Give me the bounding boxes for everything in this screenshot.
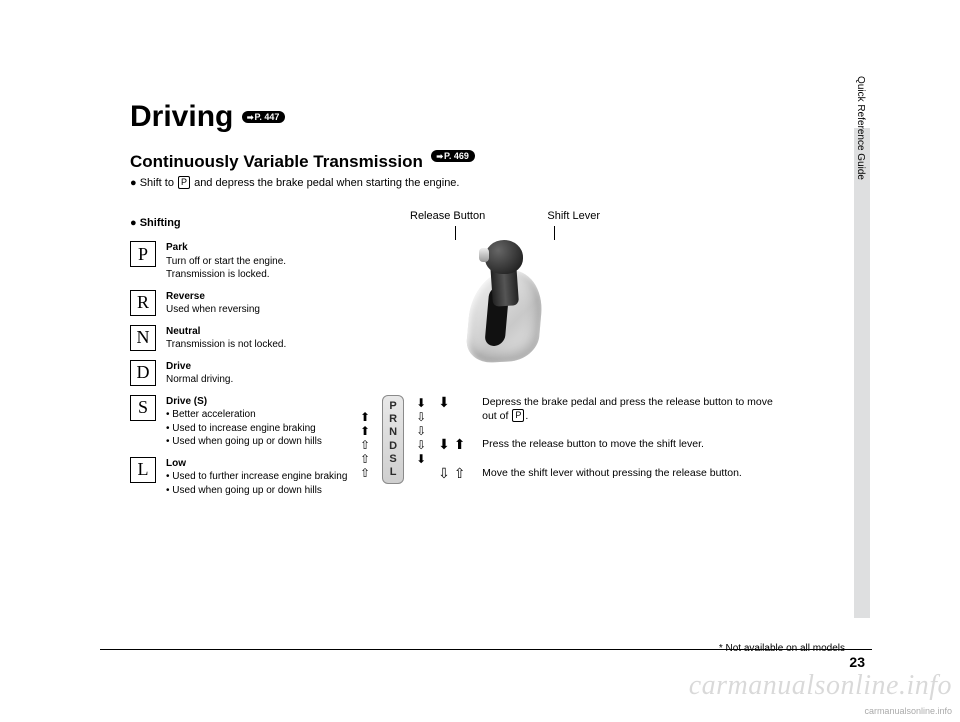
- instruction-list: ⬇ Depress the brake pedal and press the r…: [438, 395, 780, 494]
- gear-bullet: Used to increase engine braking: [166, 422, 322, 436]
- instruction-row: ⬇ ⬆ Press the release button to move the …: [438, 437, 780, 451]
- gear-title: Drive: [166, 360, 233, 374]
- arrow-glyph: ⬇: [416, 453, 426, 467]
- indicator-letter: D: [383, 440, 403, 453]
- arrow-glyph: ⇩: [416, 439, 426, 453]
- gear-line: Normal driving.: [166, 373, 233, 387]
- gear-title: Park: [166, 241, 286, 255]
- gear-letter-box: R: [130, 290, 156, 316]
- sidebar-label: Quick Reference Guide: [855, 76, 866, 180]
- callout-line: [554, 226, 555, 240]
- title-page-ref: P. 447: [242, 111, 286, 123]
- section-page-ref: P. 469: [431, 150, 475, 162]
- instruction-text: Press the release button to move the shi…: [482, 437, 704, 451]
- indicator-letter: R: [383, 413, 403, 426]
- gear-title: Drive (S): [166, 395, 322, 409]
- arrow-glyph: [416, 467, 426, 481]
- gear-bullet: Better acceleration: [166, 408, 322, 422]
- intro-line: Shift to P and depress the brake pedal w…: [130, 176, 830, 189]
- gear-bullets: Better accelerationUsed to increase engi…: [166, 408, 322, 449]
- indicator-letter: P: [383, 400, 403, 413]
- shifter-graphic: [435, 242, 575, 372]
- gear-description: Drive (S)Better accelerationUsed to incr…: [166, 395, 322, 449]
- instruction-icons: ⬇: [438, 395, 474, 409]
- gear-title: Low: [166, 457, 347, 471]
- arrow-glyph: ⬆: [360, 411, 370, 425]
- sidebar-tab: [854, 128, 870, 618]
- arrow-glyph: [360, 397, 370, 411]
- gear-letter-box: D: [130, 360, 156, 386]
- instruction-text: Move the shift lever without pressing th…: [482, 466, 742, 480]
- arrow-glyph: ⇩: [416, 411, 426, 425]
- page-title: Driving: [130, 100, 233, 134]
- gear-inline-box: P: [512, 409, 524, 422]
- arrow-glyph: ⬆: [360, 425, 370, 439]
- gear-description: ParkTurn off or start the engine.Transmi…: [166, 241, 286, 282]
- gear-letter-box: S: [130, 395, 156, 421]
- intro-suffix: and depress the brake pedal when startin…: [191, 177, 459, 189]
- footer-note: * Not available on all models: [719, 643, 845, 654]
- gear-description: NeutralTransmission is not locked.: [166, 325, 286, 352]
- indicator-letter: N: [383, 426, 403, 439]
- gear-description: ReverseUsed when reversing: [166, 290, 260, 317]
- gear-letter-box: L: [130, 457, 156, 483]
- instruction-row: ⬇ Depress the brake pedal and press the r…: [438, 395, 780, 423]
- gear-bullet: Used when going up or down hills: [166, 484, 347, 498]
- intro-prefix: Shift to: [140, 177, 177, 189]
- watermark-small: carmanualsonline.info: [864, 706, 952, 716]
- gear-bullet: Used to further increase engine braking: [166, 470, 347, 484]
- gear-title: Neutral: [166, 325, 286, 339]
- gear-inline-box: P: [178, 176, 190, 189]
- gear-letter-box: P: [130, 241, 156, 267]
- gear-line: Used when reversing: [166, 303, 260, 317]
- gear-title: Reverse: [166, 290, 260, 304]
- gear-description: DriveNormal driving.: [166, 360, 233, 387]
- watermark: carmanualsonline.info: [689, 670, 952, 702]
- release-button-label: Release Button: [410, 210, 485, 222]
- gear-line: Turn off or start the engine.: [166, 255, 286, 269]
- indicator-letter: L: [383, 466, 403, 479]
- arrow-glyph: ⇧: [360, 439, 370, 453]
- arrow-glyph: ⬇: [416, 397, 426, 411]
- left-arrow-column: ⬆⬆⇧⇧⇧: [360, 395, 370, 481]
- arrow-glyph: ⇧: [360, 453, 370, 467]
- shift-lever-label: Shift Lever: [547, 210, 600, 222]
- gear-bullets: Used to further increase engine brakingU…: [166, 470, 347, 497]
- indicator-letter: S: [383, 453, 403, 466]
- section-title: Continuously Variable Transmission: [130, 152, 423, 172]
- instruction-icons: ⇩ ⇧: [438, 466, 474, 480]
- gear-description: LowUsed to further increase engine braki…: [166, 457, 347, 498]
- gear-letter-box: N: [130, 325, 156, 351]
- shifter-illustration: Release Button Shift Lever: [370, 210, 640, 372]
- instruction-row: ⇩ ⇧ Move the shift lever without pressing…: [438, 466, 780, 480]
- gear-line: Transmission is not locked.: [166, 338, 286, 352]
- page-number: 23: [849, 649, 865, 670]
- arrow-glyph: ⇩: [416, 425, 426, 439]
- gear-indicator: PRNDSL: [382, 395, 404, 484]
- gear-bullet: Used when going up or down hills: [166, 435, 322, 449]
- instruction-text: Depress the brake pedal and press the re…: [482, 395, 780, 423]
- callout-line: [455, 226, 456, 240]
- right-arrow-column: ⬇⇩⇩⇩⬇: [416, 395, 426, 481]
- arrow-glyph: ⇧: [360, 467, 370, 481]
- instruction-icons: ⬇ ⬆: [438, 437, 474, 451]
- gear-line: Transmission is locked.: [166, 268, 286, 282]
- instruction-area: ⬆⬆⇧⇧⇧ PRNDSL ⬇⇩⇩⇩⬇ ⬇Depress the brake pe…: [360, 395, 780, 494]
